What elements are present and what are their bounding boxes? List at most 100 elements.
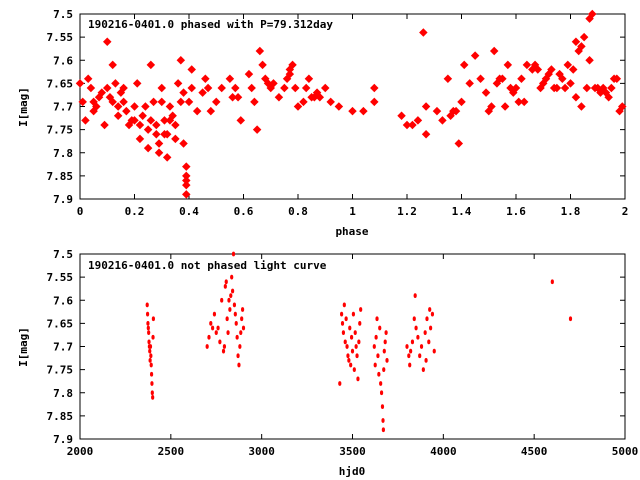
data-point	[429, 325, 433, 331]
data-point	[353, 330, 357, 336]
data-point	[113, 111, 123, 120]
data-point	[236, 353, 240, 359]
data-point	[238, 344, 242, 349]
y-tick-label: 7.5	[53, 248, 73, 261]
data-point	[103, 83, 112, 93]
data-point	[427, 339, 431, 345]
data-point	[346, 353, 350, 359]
data-point	[489, 46, 499, 56]
data-point	[119, 97, 128, 107]
data-point	[157, 83, 166, 93]
data-point	[151, 334, 155, 340]
data-point	[285, 69, 295, 79]
data-point	[231, 83, 240, 93]
data-point	[143, 125, 153, 134]
data-point	[81, 116, 90, 125]
data-point	[145, 302, 149, 308]
data-point	[103, 37, 112, 46]
x-tick-label: 0	[77, 205, 84, 218]
data-point	[454, 139, 464, 148]
data-point	[338, 381, 342, 386]
x-tick-label: 0.8	[288, 205, 308, 218]
y-tick-label: 7.55	[47, 271, 74, 284]
x-axis-label: hjd0	[339, 465, 366, 478]
data-point	[358, 320, 362, 326]
data-point	[349, 362, 353, 368]
data-point	[237, 362, 241, 368]
data-point	[179, 139, 188, 148]
data-point	[430, 311, 435, 317]
data-point	[149, 353, 153, 359]
data-point	[519, 97, 529, 107]
data-point	[151, 316, 155, 322]
y-axis-label: I[mag]	[17, 327, 30, 367]
data-point	[187, 83, 196, 93]
y-tick-label: 7.65	[47, 317, 74, 330]
data-point	[160, 116, 169, 125]
data-point	[162, 153, 172, 162]
data-point	[182, 176, 191, 185]
data-point	[135, 120, 145, 130]
data-point	[291, 83, 300, 93]
data-point	[231, 288, 235, 294]
data-point	[432, 106, 442, 116]
data-point	[75, 79, 85, 88]
x-tick-label: 5000	[612, 445, 639, 458]
data-point	[108, 60, 117, 70]
data-point	[228, 93, 237, 102]
data-point	[152, 120, 161, 130]
data-point	[145, 311, 150, 317]
data-point	[356, 376, 360, 382]
data-point	[234, 320, 238, 326]
data-point	[211, 325, 215, 331]
y-tick-label: 7.75	[47, 364, 74, 377]
data-point	[152, 130, 161, 139]
chart-title: 190216-0401.0 phased with P=79.312day	[88, 18, 333, 31]
x-tick-label: 4000	[430, 445, 457, 458]
data-point	[192, 106, 202, 116]
data-point	[225, 74, 235, 83]
y-axis-label: I[mag]	[17, 87, 30, 127]
data-point	[176, 56, 186, 65]
data-point	[418, 353, 422, 359]
data-point	[344, 316, 348, 322]
data-point	[341, 330, 346, 336]
data-point	[233, 311, 237, 317]
x-tick-label: 2500	[158, 445, 185, 458]
data-point	[348, 325, 352, 331]
data-point	[380, 404, 385, 410]
data-point	[451, 106, 461, 116]
data-point	[184, 97, 194, 107]
y-tick-label: 7.5	[53, 8, 73, 21]
data-point	[408, 120, 417, 130]
data-point	[173, 79, 183, 88]
data-point	[585, 56, 594, 65]
data-point	[288, 60, 297, 70]
data-point	[143, 143, 153, 153]
x-tick-label: 1.4	[452, 205, 472, 218]
data-point	[351, 311, 356, 317]
data-point	[375, 316, 379, 322]
data-point	[148, 344, 153, 349]
data-point	[370, 83, 379, 93]
data-point	[414, 325, 418, 331]
data-point	[334, 102, 344, 111]
y-tick-label: 7.8	[53, 387, 73, 400]
y-tick-label: 7.8	[53, 147, 73, 160]
y-tick-label: 7.7	[53, 101, 73, 114]
data-point	[214, 330, 218, 336]
data-point	[408, 362, 412, 368]
data-point	[176, 97, 186, 107]
data-point	[343, 339, 347, 345]
data-point	[218, 339, 222, 345]
data-point	[171, 134, 180, 144]
data-point	[216, 325, 220, 331]
data-point	[151, 394, 155, 400]
data-point	[86, 83, 96, 93]
plot-frame	[79, 13, 626, 200]
x-tick-label: 3000	[248, 445, 275, 458]
data-point	[299, 97, 308, 107]
data-point	[223, 283, 227, 289]
data-point	[459, 60, 469, 70]
